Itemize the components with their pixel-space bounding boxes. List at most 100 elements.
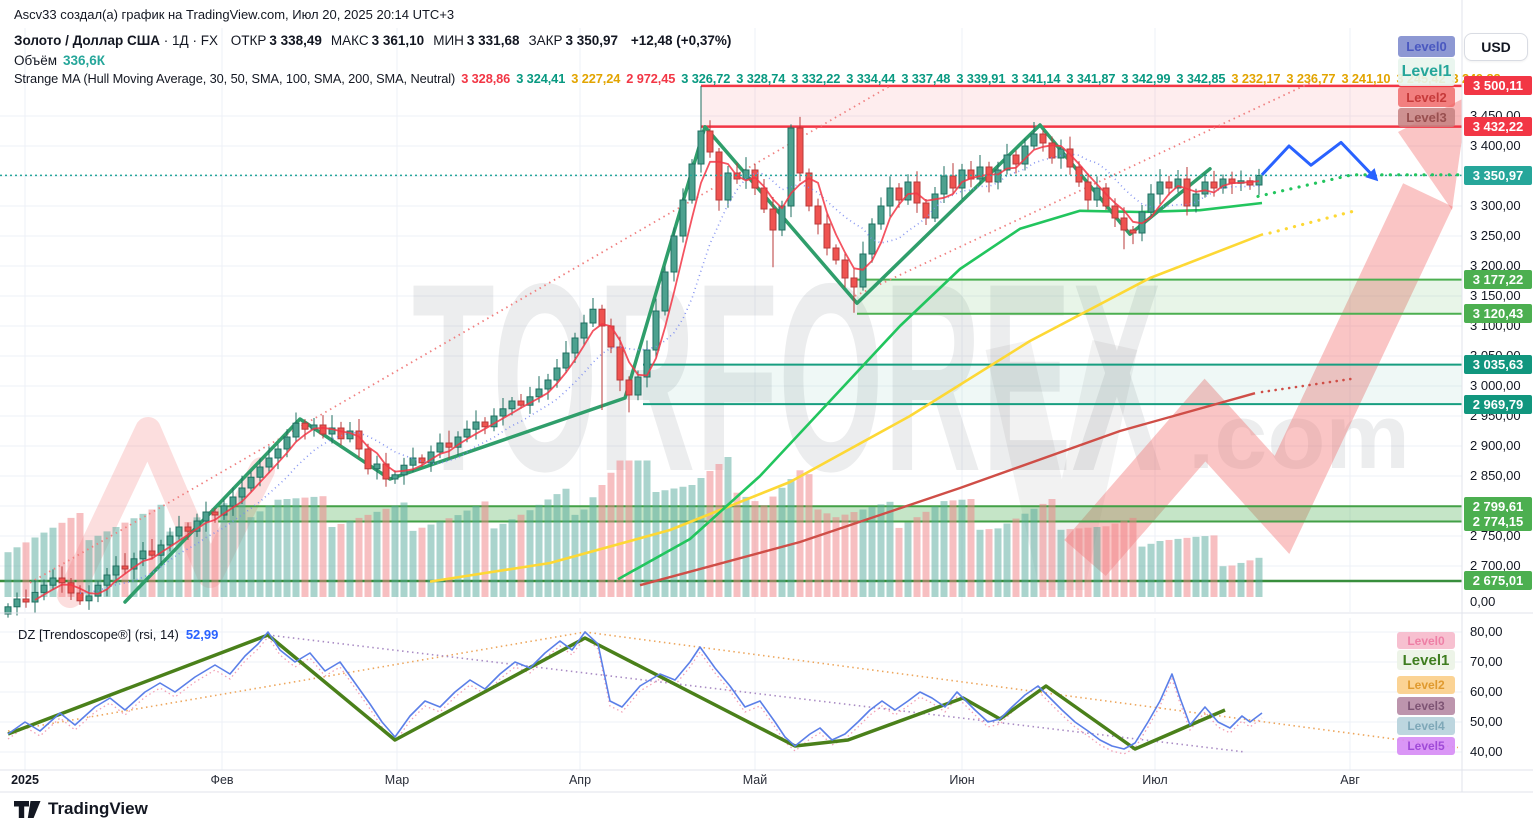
tradingview-logo-text: TradingView [48, 799, 148, 818]
legend-sep2: · [188, 33, 201, 48]
price-tick-label: 2 900,00 [1470, 438, 1521, 453]
level-badge-level1: Level1 [1398, 58, 1455, 86]
rsi-indicator-legend[interactable]: DZ [Trendoscope®] (rsi, 14) 52,99 [18, 627, 218, 642]
green-projection-dots[interactable] [1256, 173, 1460, 198]
time-axis-label-апр: Апр [568, 773, 592, 787]
rsi-pink-dotted-line [7, 635, 1263, 755]
price-badge: 2 969,79 [1464, 394, 1532, 414]
rsi-value: 52,99 [185, 627, 219, 642]
ma-value: 3 328,74 [736, 71, 786, 86]
ma-value: 3 227,24 [571, 71, 621, 86]
time-axis-label-фев: Фев [210, 773, 234, 787]
rsi-level-badge-level4: Level4 [1397, 717, 1455, 735]
zone-supply-green-a [857, 279, 1462, 314]
currency-button[interactable]: USD [1464, 33, 1528, 61]
price-badge: 2 799,61 [1464, 496, 1532, 516]
rsi-indicator-label[interactable]: DZ [Trendoscope®] (rsi, 14) [18, 627, 179, 642]
time-axis-label-май: Май [742, 773, 768, 787]
svg-text:TORFOREX: TORFOREX [412, 227, 1163, 527]
rsi-tick-label: 50,00 [1470, 714, 1503, 729]
trend-channel-line-2[interactable] [854, 82, 1311, 297]
ma-value: 3 334,44 [846, 71, 896, 86]
tradingview-logo-icon [14, 800, 41, 818]
ma-value: 3 326,72 [681, 71, 731, 86]
price-tick-label: 2 850,00 [1470, 468, 1521, 483]
svg-text:.com: .com [1188, 386, 1410, 488]
zone-resistance [701, 85, 1462, 127]
price-tick-label: 3 300,00 [1470, 198, 1521, 213]
price-badge: 3 500,11 [1464, 76, 1532, 96]
symbol-name[interactable]: Золото / Доллар США [14, 33, 161, 48]
rsi-tick-label: 70,00 [1470, 654, 1503, 669]
change-value: +12,48 (+0,37%) [630, 33, 732, 48]
ma-value: 3 342,99 [1121, 71, 1171, 86]
candles [4, 85, 1263, 618]
rsi-level-badge-level3: Level3 [1397, 697, 1455, 715]
ma-value: 3 328,86 [461, 71, 511, 86]
ohlc-pair: ЗАКР 3 350,97 [528, 33, 619, 48]
ma-value: 3 324,41 [516, 71, 566, 86]
volume-value: 336,6К [63, 53, 106, 68]
price-badge: 2 774,15 [1464, 512, 1532, 531]
ma-value: 3 241,10 [1341, 71, 1391, 86]
ma-value: 3 236,77 [1286, 71, 1336, 86]
ma-legend[interactable]: Strange MA (Hull Moving Average, 30, 50,… [14, 71, 1519, 86]
watermark: TORFOREX .com [57, 99, 1462, 608]
trend-channel-line-1[interactable] [29, 85, 891, 584]
volume-legend[interactable]: Объём 336,6К [14, 53, 105, 68]
maroon-projection-dots[interactable] [1260, 377, 1354, 394]
rsi-tick-label: 80,00 [1470, 624, 1503, 639]
price-tick-label: 3 400,00 [1470, 138, 1521, 153]
price-tick-label: 2 700,00 [1470, 558, 1521, 573]
zone-supply-teal-b [643, 364, 1462, 405]
level-badge-level3: Level3 [1398, 108, 1455, 127]
time-axis-label-июл: Июл [1142, 773, 1168, 787]
interval-label[interactable]: 1Д [172, 33, 189, 48]
ma-value: 3 341,14 [1011, 71, 1061, 86]
price-badge: 3 035,63 [1464, 355, 1532, 375]
rsi-zigzag-line[interactable] [7, 633, 1226, 751]
rsi-level-badge-level5: Level5 [1397, 737, 1455, 755]
hull-ma-line [34, 144, 1260, 601]
time-axis-label-мар: Мар [384, 773, 410, 787]
price-badge: 3 120,43 [1464, 304, 1532, 324]
level-badge-level0: Level0 [1398, 36, 1455, 57]
ma-value: 3 339,91 [956, 71, 1006, 86]
rsi-tick-label: 60,00 [1470, 684, 1503, 699]
ma-value: 3 232,17 [1231, 71, 1281, 86]
ohlc-pair: ОТКР 3 338,49 [230, 33, 322, 48]
ma-value: 3 342,85 [1176, 71, 1226, 86]
price-badge: 2 675,01 [1464, 571, 1532, 591]
yellow-projection-dots[interactable] [1268, 209, 1357, 235]
price-badge: 3 177,22 [1464, 270, 1532, 290]
ma-value: 2 972,45 [626, 71, 676, 86]
time-axis-label-авг: Авг [1340, 773, 1360, 787]
time-axis-label-июн: Июн [949, 773, 975, 787]
price-badge: 3 432,22 [1464, 117, 1532, 137]
price-tick-label: 3 250,00 [1470, 228, 1521, 243]
ohlc-pair: МАКС 3 361,10 [330, 33, 425, 48]
ma-value: 3 341,87 [1066, 71, 1116, 86]
ma-values: 3 328,86 3 324,41 3 227,24 2 972,45 3 326,72… [455, 71, 1519, 86]
price-tick-label: 3 150,00 [1470, 288, 1521, 303]
symbol-legend[interactable]: Золото / Доллар США · 1Д · FX ОТКР 3 338,… [14, 33, 731, 48]
rsi-tick-label: 40,00 [1470, 744, 1503, 759]
ohlc-values: ОТКР 3 338,49 МАКС 3 361,10 МИН 3 331,68 ЗАКР 3… [222, 33, 618, 48]
legend-sep: · [163, 33, 173, 48]
volume-label[interactable]: Объём [14, 53, 58, 68]
rsi-level-badge-level1: Level1 [1397, 650, 1455, 670]
exchange-label: FX [200, 33, 218, 48]
price-tick-label: 3 200,00 [1470, 258, 1521, 273]
ohlc-pair: МИН 3 331,68 [433, 33, 520, 48]
tradingview-logo[interactable]: TradingView [14, 799, 148, 819]
forecast-arrow-line[interactable] [1260, 140, 1374, 176]
price-tick-label: 3 000,00 [1470, 378, 1521, 393]
snapshot-header: Ascv33 создал(а) график на TradingView.c… [14, 7, 455, 22]
ma-value: 3 337,48 [901, 71, 951, 86]
sma200-line [639, 392, 1256, 587]
price-tick-label: 0,00 [1470, 594, 1496, 609]
ma-indicator-label[interactable]: Strange MA (Hull Moving Average, 30, 50,… [14, 71, 456, 86]
time-axis-label-2025: 2025 [11, 773, 39, 787]
